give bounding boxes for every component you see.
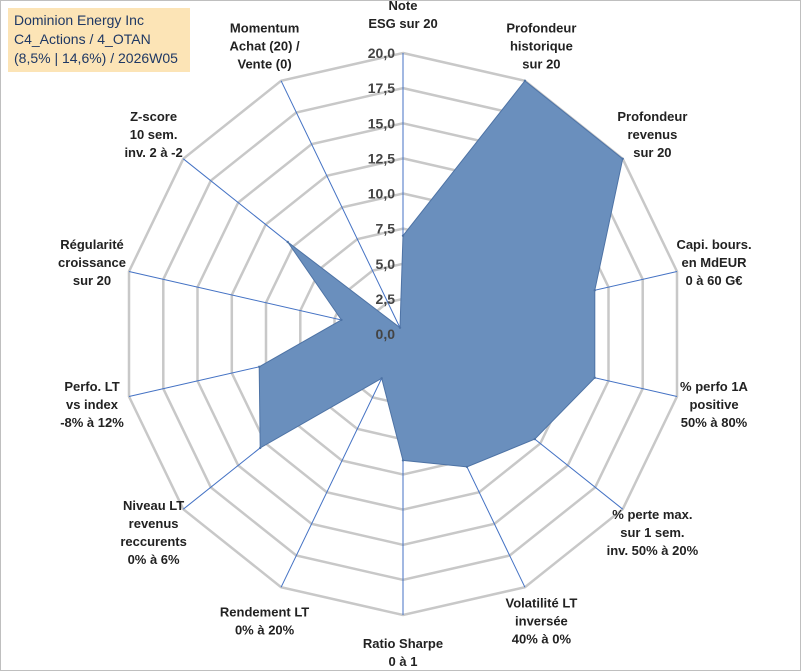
data-point-9 (259, 446, 262, 450)
axis-label-line: Momentum (230, 21, 299, 36)
axis-label-5: % perte max. sur 1 sem. inv. 50% à 20% (607, 507, 699, 558)
axis-label-line: en MdEUR (682, 255, 748, 270)
axis-label-line: inv. 50% à 20% (607, 543, 699, 558)
title-line-stats: (8,5% | 14,6%) / 2026W05 (14, 50, 178, 66)
axis-label-line: historique (510, 39, 573, 54)
axis-label-line: positive (689, 397, 738, 412)
axis-label-4: % perfo 1A positive 50% à 80% (680, 379, 749, 430)
axis-label-line: % perfo 1A (680, 379, 749, 394)
label-layer: Note ESG sur 20 Profondeur historique sur 20… (58, 0, 752, 669)
axis-label-line: inversée (515, 613, 568, 628)
axis-label-8: Rendement LT 0% à 20% (220, 604, 309, 637)
axis-label-0: Note ESG sur 20 (368, 0, 437, 31)
axis-label-line: sur 20 (73, 273, 111, 288)
axis-label-line: Z-score (130, 109, 177, 124)
tick-label-8: 20,0 (368, 45, 395, 61)
axis-label-line: Perfo. LT (64, 379, 119, 394)
axis-label-line: inv. 2 à -2 (124, 145, 182, 160)
axis-label-line: vs index (66, 397, 119, 412)
data-layer (258, 79, 624, 469)
tick-label-5: 12,5 (368, 150, 395, 166)
axis-label-line: sur 20 (522, 57, 560, 72)
axis-label-line: Rendement LT (220, 604, 309, 619)
axis-label-line: % perte max. (612, 507, 692, 522)
data-point-2 (621, 157, 624, 160)
tick-label-0: 0,0 (376, 326, 396, 342)
spoke-13 (280, 80, 404, 335)
data-point-1 (523, 79, 527, 83)
axis-label-7: Ratio Sharpe 0 à 1 (363, 636, 443, 669)
axis-label-line: Profondeur (506, 21, 576, 36)
tick-label-2: 5,0 (376, 256, 396, 272)
axis-label-line: Profondeur (617, 109, 687, 124)
title-line-company: Dominion Energy Inc (14, 12, 144, 28)
axis-label-line: Niveau LT (123, 498, 184, 513)
axis-label-line: 10 sem. (130, 127, 178, 142)
axis-label-line: 0% à 6% (128, 552, 180, 567)
tick-label-4: 10,0 (368, 186, 395, 202)
axis-label-line: 40% à 0% (512, 631, 572, 646)
axis-label-line: Note (389, 0, 418, 13)
tick-label-1: 2,5 (376, 291, 396, 307)
axis-label-13: Momentum Achat (20) / Vente (0) (230, 21, 300, 72)
data-point-3 (593, 289, 596, 292)
axis-label-line: revenus (129, 516, 179, 531)
tick-label-7: 17,5 (368, 80, 395, 96)
axis-label-1: Profondeur historique sur 20 (506, 21, 576, 72)
axis-label-line: 0 à 1 (389, 654, 418, 669)
axis-label-line: Volatilité LT (506, 595, 578, 610)
data-point-12 (286, 240, 289, 244)
data-point-5 (533, 437, 536, 441)
axis-label-line: revenus (627, 127, 677, 142)
series-area (258, 80, 624, 468)
data-point-6 (465, 465, 469, 469)
data-point-11 (340, 318, 343, 322)
axis-label-11: Régularité croissance sur 20 (58, 237, 126, 288)
axis-label-line: Régularité (60, 237, 124, 252)
data-point-4 (593, 376, 596, 379)
data-point-0 (401, 234, 405, 237)
chart-title-box: Dominion Energy Inc C4_Actions / 4_OTAN … (8, 8, 190, 72)
axis-label-line: Vente (0) (238, 57, 292, 72)
axis-label-9: Niveau LT revenus reccurents 0% à 6% (120, 498, 186, 567)
axis-label-line: reccurents (120, 534, 186, 549)
axis-label-line: 50% à 80% (681, 415, 748, 430)
title-line-category: C4_Actions / 4_OTAN (14, 31, 151, 47)
axis-label-line: -8% à 12% (60, 415, 124, 430)
axis-label-line: Ratio Sharpe (363, 636, 443, 651)
data-point-10 (258, 365, 261, 368)
data-point-8 (380, 377, 383, 380)
tick-layer: 0,0 2,5 5,0 7,5 10,0 12,5 15,0 17,5 20,0 (368, 45, 395, 342)
axis-label-2: Profondeur revenus sur 20 (617, 109, 687, 160)
data-point-7 (401, 459, 405, 462)
axis-label-line: sur 20 (633, 145, 671, 160)
axis-label-line: Achat (20) / (230, 39, 300, 54)
axis-label-line: sur 1 sem. (620, 525, 684, 540)
tick-label-3: 7,5 (376, 221, 396, 237)
axis-label-line: croissance (58, 255, 126, 270)
data-point-13 (398, 326, 402, 329)
axis-label-10: Perfo. LT vs index -8% à 12% (60, 379, 124, 430)
tick-label-6: 15,0 (368, 115, 395, 131)
axis-label-6: Volatilité LT inversée 40% à 0% (506, 595, 578, 646)
axis-label-12: Z-score 10 sem. inv. 2 à -2 (124, 109, 182, 160)
axis-label-line: 0% à 20% (235, 622, 295, 637)
axis-label-3: Capi. bours. en MdEUR 0 à 60 G€ (676, 237, 751, 288)
axis-label-line: Capi. bours. (676, 237, 751, 252)
axis-label-line: ESG sur 20 (368, 16, 437, 31)
axis-label-line: 0 à 60 G€ (685, 273, 742, 288)
